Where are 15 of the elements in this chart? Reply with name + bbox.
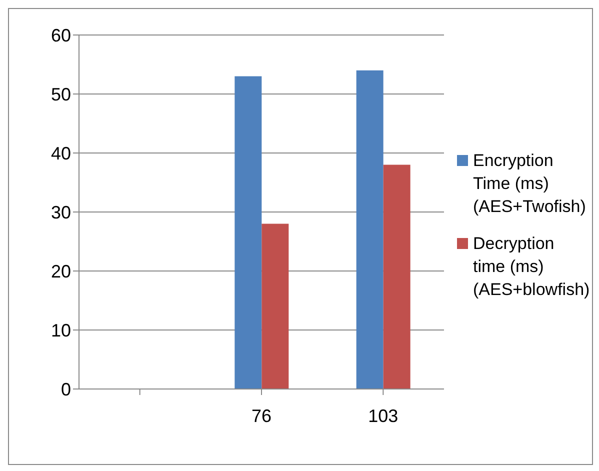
bar bbox=[356, 70, 384, 389]
x-tick-label: 103 bbox=[368, 406, 398, 426]
y-tick-label: 10 bbox=[50, 320, 71, 340]
y-tick-label: 30 bbox=[50, 202, 71, 222]
bar bbox=[262, 224, 289, 389]
y-tick-label: 40 bbox=[50, 143, 71, 164]
x-tick-label: 76 bbox=[251, 406, 272, 426]
legend-label: Encryption Time (ms) (AES+Twofish) bbox=[473, 150, 587, 218]
legend-label: Decryption time (ms) (AES+blowfish) bbox=[473, 233, 590, 301]
y-tick-label: 50 bbox=[50, 84, 71, 104]
y-tick-label: 20 bbox=[50, 261, 71, 282]
bar bbox=[383, 164, 410, 389]
y-tick-label: 60 bbox=[50, 25, 71, 46]
y-tick-label: 0 bbox=[60, 379, 71, 400]
bar bbox=[234, 76, 262, 389]
